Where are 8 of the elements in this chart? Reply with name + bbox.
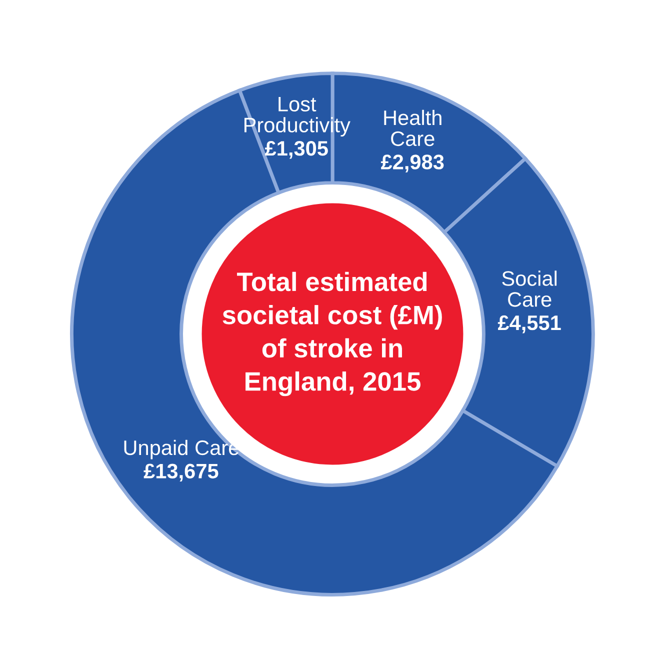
data-label: £1,305 — [264, 141, 328, 159]
text: Total estimated societal cost (£M) of stroke in England, 2015 — [222, 272, 442, 396]
slice-label: Lost Productivity — [244, 96, 350, 137]
slice-label: Health Care — [384, 110, 442, 146]
data-label: £2,983 — [380, 154, 444, 172]
data-label: £4,551 — [498, 315, 561, 334]
slice-label: Social Care — [502, 270, 557, 307]
data-label: £13,675 — [144, 464, 218, 482]
